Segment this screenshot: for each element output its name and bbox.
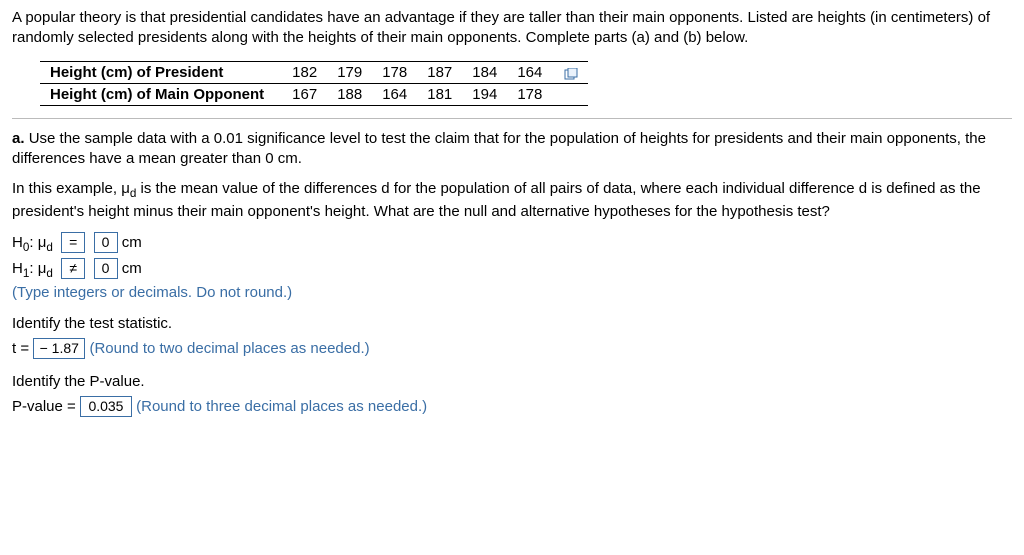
h1-value-input[interactable]: 0 <box>94 258 118 279</box>
unit: cm <box>122 260 142 277</box>
copy-cell[interactable] <box>552 61 588 83</box>
mu-symbol: μ <box>121 180 130 197</box>
d-sub: d <box>46 267 53 280</box>
divider <box>12 118 1012 119</box>
unit: cm <box>122 234 142 251</box>
cell: 188 <box>327 83 372 105</box>
part-a-text: Use the sample data with a 0.01 signific… <box>12 130 986 167</box>
copy-icon[interactable] <box>564 67 578 79</box>
pval-label: Identify the P-value. <box>12 373 1012 390</box>
h1-sub: 1 <box>23 267 30 280</box>
part-a-label: a. <box>12 130 25 147</box>
cell: 178 <box>507 83 552 105</box>
pval-hint: (Round to three decimal places as needed… <box>136 398 427 415</box>
h0-operator-input[interactable]: = <box>61 232 85 253</box>
table-row: Height (cm) of President 182 179 178 187… <box>40 61 588 83</box>
cell: 182 <box>282 61 327 83</box>
d-sub: d <box>46 241 53 254</box>
cell: 164 <box>507 61 552 83</box>
h-letter: H <box>12 234 23 251</box>
cell: 187 <box>417 61 462 83</box>
tstat-prefix: t = <box>12 340 29 357</box>
h0-line: H0: μd = 0 cm <box>12 232 1012 254</box>
table-row: Height (cm) of Main Opponent 167 188 164… <box>40 83 588 105</box>
h0-sub: 0 <box>23 241 30 254</box>
cell: 178 <box>372 61 417 83</box>
cell: 194 <box>462 83 507 105</box>
heights-table: Height (cm) of President 182 179 178 187… <box>40 61 588 106</box>
cell: 167 <box>282 83 327 105</box>
cell: 181 <box>417 83 462 105</box>
row-label-opponent: Height (cm) of Main Opponent <box>40 83 282 105</box>
intro-text: A popular theory is that presidential ca… <box>12 8 1012 49</box>
part-a-explain: In this example, μd is the mean value of… <box>12 179 1012 222</box>
cell: 184 <box>462 61 507 83</box>
pval-line: P-value = 0.035 (Round to three decimal … <box>12 396 1012 417</box>
h1-operator-input[interactable]: ≠ <box>61 258 85 279</box>
h1-line: H1: μd ≠ 0 cm <box>12 258 1012 280</box>
row-label-president: Height (cm) of President <box>40 61 282 83</box>
h0-value-input[interactable]: 0 <box>94 232 118 253</box>
cell: 164 <box>372 83 417 105</box>
explain-post: is the mean value of the differences d f… <box>12 180 981 220</box>
tstat-input[interactable]: − 1.87 <box>33 338 85 359</box>
tstat-label: Identify the test statistic. <box>12 315 1012 332</box>
pval-input[interactable]: 0.035 <box>80 396 132 417</box>
tstat-line: t = − 1.87 (Round to two decimal places … <box>12 338 1012 359</box>
hypothesis-hint: (Type integers or decimals. Do not round… <box>12 284 1012 301</box>
part-a-prompt: a. Use the sample data with a 0.01 signi… <box>12 129 1012 170</box>
cell: 179 <box>327 61 372 83</box>
h-letter: H <box>12 260 23 277</box>
explain-pre: In this example, <box>12 180 121 197</box>
tstat-hint: (Round to two decimal places as needed.) <box>89 340 369 357</box>
pval-prefix: P-value = <box>12 398 76 415</box>
